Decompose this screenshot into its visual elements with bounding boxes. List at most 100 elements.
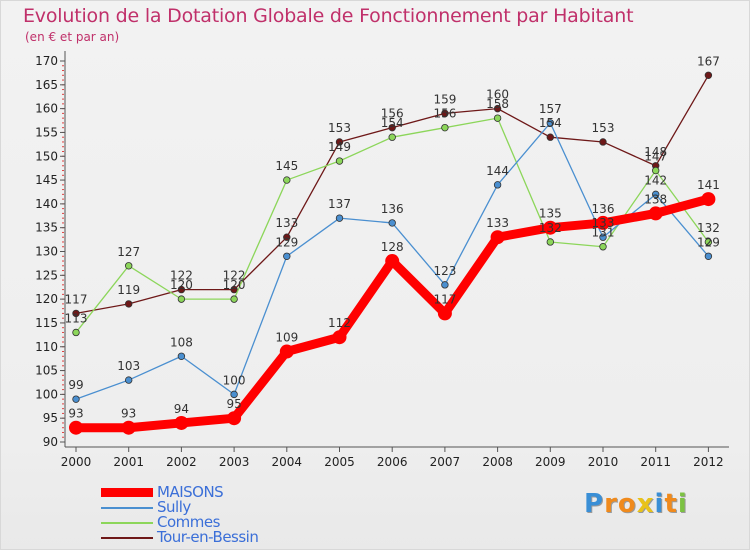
data-label-sully: 99 (68, 378, 83, 392)
data-point-maisons (121, 420, 136, 435)
data-point-maisons (227, 411, 242, 426)
data-point-sully (388, 219, 396, 227)
data-point-sully (177, 352, 186, 360)
data-label-commes: 113 (65, 311, 88, 325)
y-tick-label: 170 (35, 54, 58, 68)
data-point-commes (441, 123, 449, 132)
data-label-tour-en-bessin: 154 (539, 116, 562, 130)
data-point-tour-en-bessin (388, 123, 396, 132)
data-point-tour-en-bessin (124, 300, 133, 308)
data-label-maisons: 94 (174, 402, 189, 416)
data-label-tour-en-bessin: 133 (275, 216, 298, 230)
data-label-sully: 129 (275, 235, 298, 249)
data-point-commes (546, 238, 554, 246)
data-label-maisons: 112 (328, 316, 351, 330)
legend-swatch (101, 488, 153, 497)
data-point-commes (493, 114, 502, 122)
y-tick-label: 140 (35, 197, 58, 211)
y-tick-label: 100 (35, 387, 58, 401)
data-label-maisons: 128 (381, 240, 404, 254)
data-label-tour-en-bessin: 159 (433, 92, 456, 106)
data-label-commes: 120 (223, 278, 246, 292)
data-point-sully (283, 252, 291, 260)
y-tick-label: 115 (35, 316, 58, 330)
x-tick-label: 2009 (535, 455, 566, 469)
logo-letter: x (636, 489, 655, 519)
data-point-sully (652, 190, 660, 199)
data-label-commes: 127 (117, 245, 140, 259)
data-point-commes (599, 243, 607, 251)
legend-label: MAISONS (157, 483, 224, 501)
data-label-tour-en-bessin: 160 (486, 88, 509, 102)
data-label-commes: 132 (539, 221, 562, 235)
data-point-commes (124, 262, 133, 270)
data-point-tour-en-bessin (704, 71, 713, 79)
data-point-maisons (490, 230, 505, 245)
data-point-sully (230, 390, 238, 399)
data-label-tour-en-bessin: 122 (170, 269, 193, 283)
x-tick-label: 2010 (588, 455, 619, 469)
data-point-tour-en-bessin (546, 133, 554, 141)
data-label-commes: 120 (170, 278, 193, 292)
data-point-commes (335, 157, 344, 165)
data-label-tour-en-bessin: 122 (223, 269, 246, 283)
logo-letter: i (677, 489, 688, 519)
x-tick-label: 2012 (693, 455, 724, 469)
data-label-tour-en-bessin: 156 (381, 107, 404, 121)
y-tick-label: 165 (35, 78, 58, 92)
data-label-maisons: 136 (592, 202, 615, 216)
data-point-sully (493, 181, 502, 189)
legend-swatch (101, 507, 153, 509)
data-label-maisons: 141 (697, 178, 720, 192)
data-point-maisons (385, 254, 400, 269)
data-label-sully: 136 (381, 202, 404, 216)
data-label-sully: 142 (644, 173, 667, 187)
data-point-maisons (543, 220, 558, 235)
data-label-commes: 149 (328, 140, 351, 154)
proxiti-logo: Proxiti (584, 489, 688, 519)
data-point-tour-en-bessin (283, 233, 291, 241)
data-point-commes (230, 295, 238, 303)
y-tick-label: 150 (35, 149, 58, 163)
y-tick-label: 160 (35, 102, 58, 116)
data-label-sully: 144 (486, 164, 509, 178)
data-label-sully: 137 (328, 197, 351, 211)
legend-swatch (101, 522, 153, 524)
data-label-maisons: 95 (226, 397, 241, 411)
data-label-sully: 123 (433, 264, 456, 278)
y-tick-label: 105 (35, 364, 58, 378)
logo-letter: r (604, 489, 618, 519)
chart-title: Evolution de la Dotation Globale de Fonc… (23, 5, 634, 27)
data-point-sully (441, 281, 449, 289)
data-label-commes: 132 (697, 221, 720, 235)
data-point-maisons (437, 306, 452, 321)
data-label-commes: 131 (592, 226, 615, 240)
data-label-commes: 145 (275, 159, 298, 173)
data-label-sully: 133 (592, 216, 615, 230)
data-label-sully: 108 (170, 335, 193, 349)
data-point-tour-en-bessin (230, 285, 238, 294)
data-point-tour-en-bessin (335, 138, 344, 146)
x-tick-label: 2003 (219, 455, 250, 469)
x-tick-label: 2004 (272, 455, 303, 469)
data-point-tour-en-bessin (177, 285, 186, 294)
data-point-tour-en-bessin (493, 104, 502, 113)
data-label-sully: 157 (539, 102, 562, 116)
data-label-tour-en-bessin: 153 (592, 121, 615, 135)
data-label-commes: 158 (486, 97, 509, 111)
y-tick-label: 135 (35, 221, 58, 235)
data-label-maisons: 138 (644, 192, 667, 206)
data-label-tour-en-bessin: 148 (644, 145, 667, 159)
data-label-sully: 100 (223, 373, 246, 387)
data-point-sully (72, 395, 80, 403)
data-label-sully: 129 (697, 235, 720, 249)
legend-label: Sully (157, 498, 191, 516)
data-point-commes (388, 133, 396, 141)
data-point-commes (283, 176, 291, 184)
data-point-commes (72, 328, 80, 337)
y-tick-label: 130 (35, 245, 58, 259)
data-point-sully (335, 214, 344, 222)
data-point-sully (704, 252, 713, 260)
data-label-sully: 103 (117, 359, 140, 373)
